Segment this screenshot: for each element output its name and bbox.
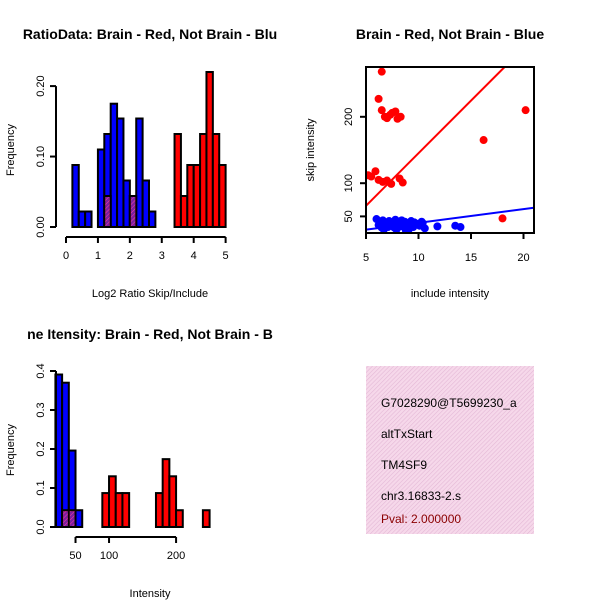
x-tick-label: 5 (363, 252, 369, 264)
x-tick-label: 10 (412, 252, 424, 264)
point-brain (377, 106, 386, 115)
info-event-type: altTxStart (381, 427, 433, 441)
x-tick-label: 4 (191, 250, 197, 262)
bar-overlap (69, 511, 75, 526)
bar-overlap (63, 511, 68, 526)
info-event-id: G7028290@T5699230_a (381, 396, 517, 410)
info-panel-hatch (366, 366, 534, 534)
intensity-histogram-xlabel: Intensity (130, 588, 171, 600)
scatter-title: Brain - Red, Not Brain - Blue (356, 26, 544, 42)
bar-brain (161, 458, 171, 529)
intensity-histogram-ylabel: Frequency (5, 424, 17, 476)
y-tick-label: 0.10 (35, 146, 47, 167)
intensity-scatter: Brain - Red, Not Brain - Blue 5 10 15 20 50 1… (305, 26, 544, 300)
x-tick-label: 20 (517, 252, 529, 264)
bar-brain (154, 492, 164, 529)
ratio-histogram-xlabel: Log2 Ratio Skip/Include (92, 288, 208, 300)
scatter-xlabel: include intensity (411, 288, 490, 300)
bar-brain (121, 492, 131, 529)
point-brain (377, 67, 386, 76)
x-tick-label: 3 (159, 250, 165, 262)
y-tick-label: 0.3 (35, 402, 47, 417)
x-tick-label: 5 (223, 250, 229, 262)
bar-brain (218, 164, 227, 228)
bar-not-brain (141, 179, 151, 228)
point-brain (387, 179, 396, 188)
bar-not-brain (116, 117, 125, 228)
bar-brain (201, 509, 211, 529)
bar-not-brain (74, 509, 84, 529)
bar-brain (168, 475, 178, 528)
x-tick-label: 50 (69, 550, 81, 562)
point-brain (398, 178, 407, 187)
scatter-ylabel: skip intensity (305, 118, 317, 181)
bar-brain (108, 475, 117, 528)
scatter-frame (365, 66, 535, 234)
point-brain (391, 107, 400, 116)
scatter-plot-area (366, 67, 534, 233)
intensity-histogram-title: ne Itensity: Brain - Red, Not Brain - B (27, 326, 273, 342)
y-tick-label: 0.20 (35, 75, 47, 96)
point-brain (479, 136, 488, 145)
point-brain (498, 214, 507, 223)
point-brain (371, 167, 380, 176)
point-not-brain (420, 224, 429, 233)
ratio-histogram-ylabel: Frequency (5, 124, 17, 176)
y-tick-label: 200 (343, 108, 355, 126)
x-tick-label: 2 (127, 250, 133, 262)
bar-not-brain (135, 117, 144, 228)
point-not-brain (392, 225, 401, 233)
point-not-brain (456, 223, 465, 232)
bar-overlap (130, 197, 136, 226)
y-tick-label: 0.2 (35, 441, 47, 456)
intensity-histogram: ne Itensity: Brain - Red, Not Brain - B … (5, 326, 273, 600)
point-brain (521, 106, 530, 115)
point-not-brain (433, 222, 442, 231)
y-tick-label: 50 (343, 210, 355, 222)
info-chromosome: chr3.16833-2.s (381, 489, 461, 503)
bar-not-brain (71, 164, 80, 228)
info-panel: G7028290@T5699230_a altTxStart TM4SF9 ch… (366, 366, 534, 534)
bar-not-brain (61, 381, 70, 529)
point-not-brain (401, 226, 410, 233)
bar-not-brain (148, 210, 157, 228)
ratio-histogram-title: RatioData: Brain - Red, Not Brain - Blu (23, 26, 277, 42)
point-brain (374, 94, 383, 103)
bar-not-brain (84, 210, 93, 228)
info-gene-name: TM4SF9 (381, 458, 427, 472)
y-tick-label: 0.0 (35, 519, 47, 534)
point-brain (396, 112, 405, 121)
bar-brain (173, 133, 182, 228)
x-tick-label: 200 (167, 550, 185, 562)
y-tick-label: 0.4 (35, 363, 47, 378)
x-tick-label: 15 (465, 252, 477, 264)
x-tick-label: 100 (100, 550, 118, 562)
ratio-histogram: RatioData: Brain - Red, Not Brain - Blu … (5, 26, 277, 300)
bar-brain (101, 492, 111, 529)
point-not-brain (379, 225, 388, 233)
info-pvalue: Pval: 2.000000 (381, 512, 461, 526)
y-tick-label: 100 (343, 174, 355, 192)
bar-overlap (105, 197, 110, 226)
y-tick-label: 0.00 (35, 216, 47, 237)
x-tick-label: 0 (63, 250, 69, 262)
y-tick-label: 0.1 (35, 480, 47, 495)
bar-brain (175, 509, 184, 529)
bar-brain (114, 492, 124, 529)
x-tick-label: 1 (95, 250, 101, 262)
